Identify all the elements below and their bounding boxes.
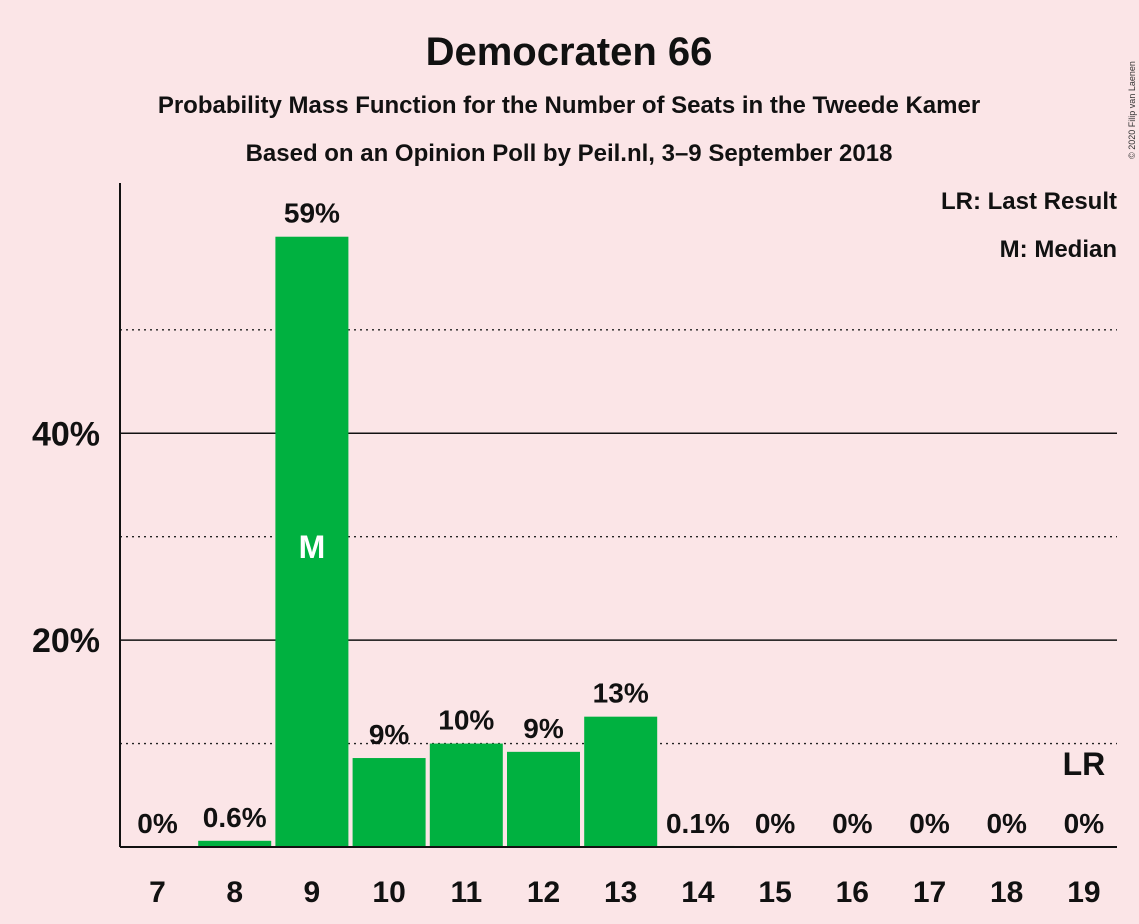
- y-tick-label: 40%: [32, 415, 100, 453]
- data-label: 0%: [986, 808, 1027, 839]
- legend-median: M: Median: [1000, 236, 1117, 263]
- x-tick-label: 17: [913, 876, 946, 909]
- data-labels: 0% 0.6% 59% M 9% 10% 9% 13% 0.1% 0% 0% 0% 0% 0% LR: [137, 198, 1105, 839]
- bar: [352, 758, 426, 847]
- copyright-notice: © 2020 Filip van Laenen: [1127, 61, 1137, 159]
- x-tick-label: 11: [450, 876, 482, 909]
- data-label: 9%: [523, 713, 564, 744]
- chart-title: Democraten 66: [426, 30, 713, 74]
- data-label: 0%: [755, 808, 796, 839]
- x-tick-label: 18: [990, 876, 1023, 909]
- x-tick-label: 7: [149, 876, 166, 909]
- median-marker: M: [299, 529, 326, 565]
- data-label: 0.6%: [203, 802, 267, 833]
- data-label: 13%: [593, 678, 649, 709]
- data-label: 0.1%: [666, 808, 730, 839]
- bar: [275, 236, 349, 847]
- x-tick-label: 8: [226, 876, 243, 909]
- data-label: 0%: [832, 808, 873, 839]
- data-label: 59%: [284, 198, 340, 229]
- x-tick-label: 13: [604, 876, 637, 909]
- last-result-marker: LR: [1063, 746, 1106, 782]
- x-tick-label: 10: [372, 876, 405, 909]
- bar: [198, 840, 272, 847]
- data-label: 0%: [909, 808, 950, 839]
- x-tick-label: 9: [304, 876, 321, 909]
- data-label: 0%: [137, 808, 178, 839]
- data-label: 0%: [1064, 808, 1105, 839]
- bar: [429, 743, 503, 847]
- y-tick-label: 20%: [32, 622, 100, 660]
- x-tick-label: 19: [1067, 876, 1100, 909]
- bar: [507, 751, 580, 847]
- bars: [198, 236, 735, 847]
- chart-subtitle: Probability Mass Function for the Number…: [158, 92, 980, 119]
- bar: [584, 716, 658, 847]
- data-label: 10%: [438, 705, 494, 736]
- legend-last-result: LR: Last Result: [941, 188, 1117, 215]
- x-tick-label: 16: [836, 876, 869, 909]
- axes: 20% 40% 7 8 9 10 11 12 13 14 15 16 17 18 19: [32, 183, 1117, 909]
- chart-subtitle-source: Based on an Opinion Poll by Peil.nl, 3–9…: [246, 140, 893, 167]
- x-tick-label: 14: [681, 876, 715, 909]
- x-tick-label: 12: [527, 876, 560, 909]
- x-tick-label: 15: [758, 876, 791, 909]
- data-label: 9%: [369, 719, 410, 750]
